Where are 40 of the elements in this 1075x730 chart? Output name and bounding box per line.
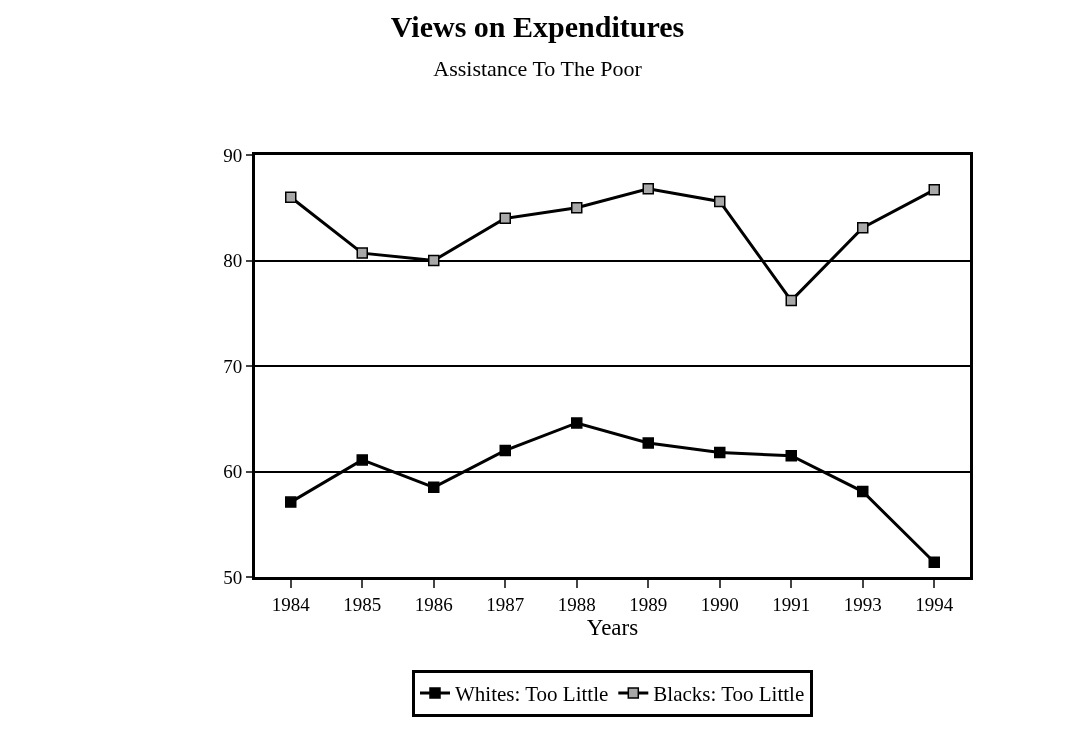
point	[928, 556, 940, 568]
chart-title: Views on Expenditures	[390, 9, 685, 43]
x-tick-label: 1988	[557, 593, 596, 615]
x-tick-label: 1991	[772, 593, 811, 615]
y-tick-label: 90	[223, 144, 243, 166]
point	[285, 496, 297, 508]
y-tick-label: 60	[223, 461, 243, 483]
point	[785, 294, 797, 307]
point	[928, 184, 940, 196]
point	[356, 247, 368, 259]
x-tick-label: 1985	[343, 593, 382, 615]
point	[857, 485, 869, 498]
x-tick-label: 1987	[486, 593, 525, 615]
x-tick-label: 1990	[700, 593, 739, 615]
legend-label: Blacks: Too Little	[653, 682, 805, 707]
x-tick-label: 1993	[843, 593, 882, 615]
point	[356, 454, 368, 466]
point	[571, 417, 583, 429]
point	[642, 183, 654, 195]
point	[571, 202, 583, 214]
chart-subtitle: Assistance To The Poor	[433, 55, 643, 81]
point	[285, 191, 297, 203]
point	[714, 446, 726, 459]
point	[714, 195, 726, 208]
point	[785, 449, 797, 462]
point	[642, 437, 654, 449]
point	[428, 254, 440, 267]
point	[499, 444, 511, 457]
x-tick-label: 1989	[629, 593, 668, 615]
x-tick-label: 1984	[271, 593, 311, 615]
x-tick-label: 1994	[915, 593, 954, 615]
y-tick-label: 50	[223, 566, 243, 588]
x-axis-title: Years	[586, 614, 639, 640]
point	[499, 212, 511, 225]
y-tick-label: 80	[223, 250, 243, 272]
legend-label: Whites: Too Little	[455, 682, 609, 707]
y-tick-label: 70	[223, 355, 243, 377]
point	[857, 222, 869, 234]
x-tick-label: 1986	[414, 593, 453, 615]
point	[428, 481, 440, 494]
